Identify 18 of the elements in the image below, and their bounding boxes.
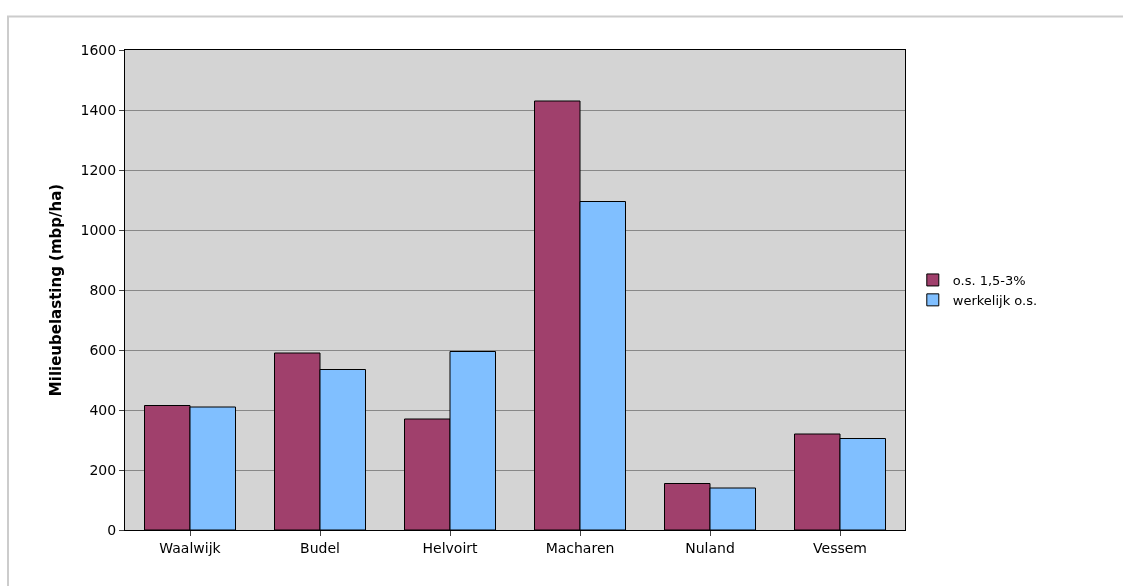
y-axis-title: Milieubelasting (mbp/ha) — [46, 183, 65, 397]
x-tick-label: Helvoirt — [422, 539, 479, 556]
y-tick-label: 200 — [89, 461, 117, 478]
legend-label: o.s. 1,5-3% — [952, 273, 1026, 289]
x-tick-label: Macharen — [545, 539, 615, 556]
x-tick-label: Waalwijk — [159, 539, 222, 556]
y-tick-label: 0 — [107, 521, 117, 538]
x-tick-label: Budel — [300, 539, 340, 556]
y-tick-label: 1400 — [80, 101, 117, 118]
y-tick-label: 1000 — [80, 221, 117, 238]
legend-label: werkelijk o.s. — [952, 292, 1038, 308]
y-tick-label: 400 — [89, 401, 117, 418]
x-tick-label: Nuland — [685, 539, 735, 556]
y-tick-label: 1600 — [80, 41, 117, 58]
y-tick-label: 800 — [89, 281, 117, 298]
x-tick-label: Vessem — [813, 539, 867, 556]
y-tick-label: 1200 — [80, 161, 117, 178]
y-tick-label: 600 — [89, 341, 117, 358]
